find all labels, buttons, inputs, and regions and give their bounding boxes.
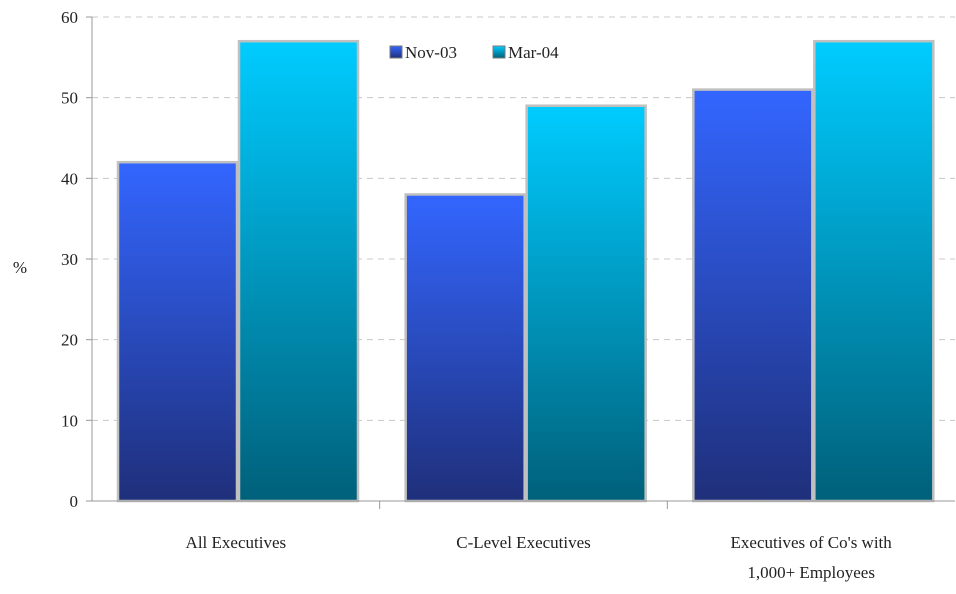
legend-label: Mar-04 bbox=[508, 43, 559, 62]
x-tick-label: C-Level Executives bbox=[456, 533, 591, 552]
y-tick-label: 60 bbox=[61, 8, 78, 27]
bar-nov-03-2 bbox=[404, 193, 526, 503]
legend-swatch bbox=[389, 45, 403, 59]
x-tick-label: All Executives bbox=[186, 533, 287, 552]
legend-swatch bbox=[492, 45, 506, 59]
bar-mar-04-1 bbox=[237, 39, 360, 503]
y-tick-label: 20 bbox=[61, 331, 78, 350]
bar-nov-03-3 bbox=[692, 88, 814, 503]
legend-label: Nov-03 bbox=[405, 43, 457, 62]
y-tick-label: 30 bbox=[61, 250, 78, 269]
bar-mar-04-3 bbox=[813, 39, 935, 503]
bars bbox=[116, 39, 935, 503]
axes: 0 10 20 30 40 50 60 All Executives C-Level Execu… bbox=[61, 8, 955, 582]
x-tick-label: 1,000+ Employees bbox=[747, 563, 875, 582]
legend: Nov-03 Mar-04 bbox=[389, 43, 559, 62]
y-tick-label: 50 bbox=[61, 89, 78, 108]
y-axis-label: % bbox=[13, 258, 27, 277]
x-tick-label: Executives of Co's with bbox=[731, 533, 893, 552]
y-tick-label: 40 bbox=[61, 169, 78, 188]
bar-nov-03-1 bbox=[116, 160, 239, 503]
y-tick-label: 0 bbox=[70, 492, 79, 511]
y-tick-label: 10 bbox=[61, 411, 78, 430]
bar-mar-04-2 bbox=[525, 104, 647, 503]
